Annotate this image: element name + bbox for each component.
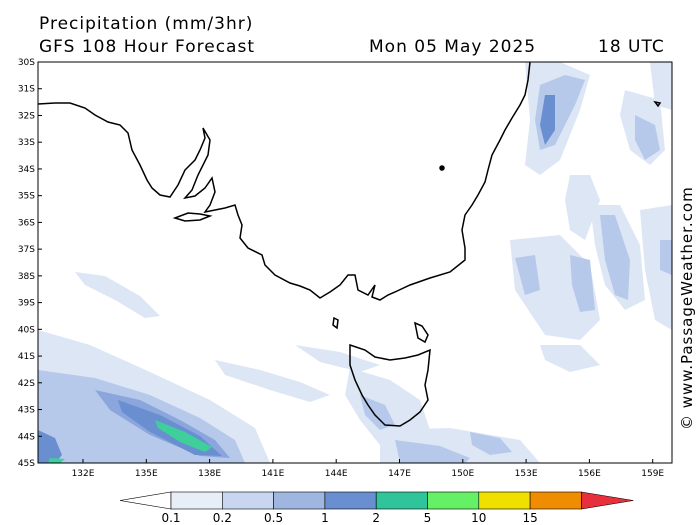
coastline-mainland — [37, 61, 531, 301]
map-frame — [37, 61, 673, 464]
lon-label: 153E — [515, 469, 538, 479]
forecast-date: Mon 05 May 2025 — [369, 37, 537, 57]
colorbar-label: 0.5 — [264, 511, 283, 525]
precip-area-e-light-3 — [565, 175, 600, 240]
precip-area-e-mid-7 — [660, 240, 672, 275]
colorbar-label: 15 — [522, 511, 537, 525]
precip-area-s-mid — [395, 440, 470, 463]
coastline-lord-howe — [439, 165, 445, 171]
lat-label: 31S — [18, 85, 35, 95]
colorbar-segment — [170, 491, 223, 510]
coastline-king-island — [332, 316, 339, 330]
precip-area-w-green — [48, 458, 65, 463]
lon-label: 144E — [325, 469, 348, 479]
watermark: © www.PassageWeather.com — [678, 186, 696, 430]
lat-label: 45S — [18, 459, 35, 469]
lat-label: 32S — [18, 111, 35, 121]
precip-area-e-strong-1 — [540, 95, 555, 145]
lat-label: 37S — [18, 245, 35, 255]
colorbar-label: 0.1 — [161, 511, 180, 525]
colorbar-segment — [427, 491, 480, 510]
latitude-axis: 30S 31S 32S 33S 34S 35S 36S 37S 38S 39S 40S 41S 42S 4… — [18, 58, 42, 469]
colorbar-label: 1 — [321, 511, 329, 525]
lon-label: 141E — [261, 469, 284, 479]
map-title: Precipitation (mm/3hr) — [39, 14, 254, 34]
lat-label: 44S — [18, 432, 35, 442]
precip-area-ne-light — [650, 62, 672, 110]
lat-label: 41S — [18, 352, 35, 362]
lat-label: 35S — [18, 192, 35, 202]
lon-label: 147E — [388, 469, 411, 479]
lon-label: 150E — [451, 469, 474, 479]
coastline-ne-island — [653, 100, 662, 108]
precip-area-e-light-8 — [540, 345, 600, 372]
colorbar-segment — [478, 491, 531, 510]
lon-label: 156E — [578, 469, 601, 479]
colorbar-segment — [375, 491, 428, 510]
colorbar-label: 10 — [471, 511, 486, 525]
lon-label: 138E — [198, 469, 221, 479]
lon-label: 132E — [72, 469, 95, 479]
lat-label: 40S — [18, 325, 35, 335]
lat-label: 36S — [18, 218, 35, 228]
colorbar: 0.1 0.2 0.5 1 2 5 10 15 — [119, 491, 634, 525]
precip-area-streak-3 — [295, 345, 380, 372]
colorbar-segment — [273, 491, 326, 510]
colorbar-segment — [324, 491, 377, 510]
precip-area-e-mid-4 — [600, 215, 630, 300]
precip-area-tas-mid — [360, 395, 395, 430]
precip-area-streak-1 — [75, 272, 160, 318]
colorbar-segment — [222, 491, 274, 510]
lat-label: 38S — [18, 272, 35, 282]
lon-label: 159E — [641, 469, 664, 479]
lon-label: 135E — [135, 469, 158, 479]
lat-label: 39S — [18, 299, 35, 309]
precip-area-e-light-7 — [640, 205, 672, 330]
colorbar-label: 0.2 — [213, 511, 232, 525]
longitude-axis: 132E 135E 138E 141E 144E 147E 150E 153E 156E 159E — [72, 459, 664, 479]
precip-area-e-mid-6 — [570, 255, 595, 312]
lat-label: 34S — [18, 165, 35, 175]
precip-area-streak-2 — [215, 360, 330, 402]
colorbar-label: 5 — [424, 511, 432, 525]
coastline-kangaroo-island — [172, 212, 213, 222]
precipitation-areas — [38, 62, 672, 463]
lat-label: 30S — [18, 58, 35, 68]
colorbar-max-tip — [581, 491, 634, 510]
colorbar-min-tip — [119, 491, 172, 510]
coastline-tasmania — [349, 343, 431, 427]
coastline-flinders-island — [413, 321, 429, 344]
coastlines — [37, 61, 662, 427]
precip-area-sw-green — [155, 420, 212, 452]
lat-label: 33S — [18, 138, 35, 148]
precip-area-s-mid-2 — [470, 432, 512, 455]
precip-area-w-strong — [38, 430, 62, 463]
lat-label: 43S — [18, 406, 35, 416]
colorbar-segment — [529, 491, 582, 510]
colorbar-label: 2 — [372, 511, 380, 525]
precip-area-e-mid-5 — [515, 255, 540, 295]
forecast-subtitle: GFS 108 Hour Forecast — [39, 37, 255, 57]
precip-area-e-mid-2 — [635, 115, 660, 160]
forecast-time: 18 UTC — [598, 37, 665, 57]
lat-label: 42S — [18, 379, 35, 389]
